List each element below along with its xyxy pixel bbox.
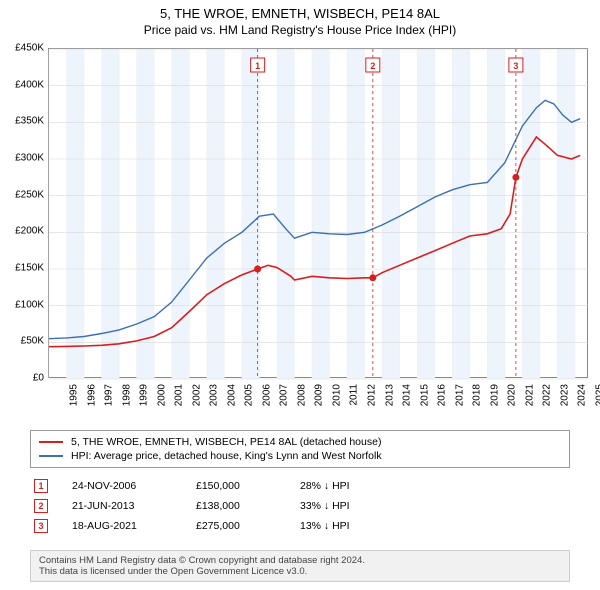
legend-item: HPI: Average price, detached house, King… (39, 449, 561, 463)
event-price: £150,000 (196, 480, 276, 492)
x-axis-label: 2016 (436, 384, 447, 406)
x-axis-label: 2010 (331, 384, 342, 406)
svg-text:3: 3 (513, 61, 518, 71)
x-axis-label: 2006 (261, 384, 272, 406)
x-axis-label: 2007 (279, 384, 290, 406)
x-axis-label: 2009 (314, 384, 325, 406)
x-axis-label: 2011 (348, 384, 359, 406)
event-price: £275,000 (196, 520, 276, 532)
y-axis-label: £300K (2, 153, 44, 164)
y-axis-label: £350K (2, 116, 44, 127)
chart-title: 5, THE WROE, EMNETH, WISBECH, PE14 8AL (0, 0, 600, 21)
x-axis-label: 2022 (542, 384, 553, 406)
x-axis-label: 2017 (454, 384, 465, 406)
svg-text:1: 1 (255, 61, 260, 71)
event-row: 1 24-NOV-2006 £150,000 28% ↓ HPI (30, 476, 570, 496)
event-row: 2 21-JUN-2013 £138,000 33% ↓ HPI (30, 496, 570, 516)
x-axis-label: 1999 (138, 384, 149, 406)
event-hpi: 33% ↓ HPI (300, 500, 350, 512)
y-axis-label: £450K (2, 43, 44, 54)
svg-text:2: 2 (370, 61, 375, 71)
x-axis-label: 2001 (173, 384, 184, 406)
x-axis-label: 2018 (471, 384, 482, 406)
x-axis-label: 2023 (559, 384, 570, 406)
y-axis-label: £100K (2, 299, 44, 310)
legend-label: HPI: Average price, detached house, King… (71, 450, 382, 462)
y-axis-label: £0 (2, 373, 44, 384)
y-axis-label: £50K (2, 336, 44, 347)
event-price: £138,000 (196, 500, 276, 512)
legend-item: 5, THE WROE, EMNETH, WISBECH, PE14 8AL (… (39, 435, 561, 449)
event-marker-icon: 3 (34, 519, 48, 533)
x-axis-label: 1996 (86, 384, 97, 406)
x-axis-label: 2008 (296, 384, 307, 406)
x-axis-label: 2014 (401, 384, 412, 406)
x-axis-label: 2021 (524, 384, 535, 406)
x-axis-label: 2005 (244, 384, 255, 406)
x-axis-label: 2019 (489, 384, 500, 406)
legend-label: 5, THE WROE, EMNETH, WISBECH, PE14 8AL (… (71, 436, 381, 448)
legend-swatch (39, 441, 63, 443)
x-axis-label: 2025 (594, 384, 600, 406)
event-marker-icon: 1 (34, 479, 48, 493)
event-date: 21-JUN-2013 (72, 500, 172, 512)
x-axis-label: 2004 (226, 384, 237, 406)
chart-container: 5, THE WROE, EMNETH, WISBECH, PE14 8AL P… (0, 0, 600, 590)
event-date: 18-AUG-2021 (72, 520, 172, 532)
x-axis-label: 2024 (577, 384, 588, 406)
footer-line: This data is licensed under the Open Gov… (39, 566, 561, 577)
event-hpi: 28% ↓ HPI (300, 480, 350, 492)
x-axis-label: 2013 (384, 384, 395, 406)
event-row: 3 18-AUG-2021 £275,000 13% ↓ HPI (30, 516, 570, 536)
footer-note: Contains HM Land Registry data © Crown c… (30, 550, 570, 582)
plot-area: 1 2 3 (48, 48, 588, 378)
x-axis-label: 1998 (121, 384, 132, 406)
event-marker-icon: 2 (34, 499, 48, 513)
x-axis-label: 1997 (103, 384, 114, 406)
legend: 5, THE WROE, EMNETH, WISBECH, PE14 8AL (… (30, 430, 570, 468)
footer-line: Contains HM Land Registry data © Crown c… (39, 555, 561, 566)
y-axis-label: £150K (2, 263, 44, 274)
y-axis-label: £250K (2, 189, 44, 200)
y-axis-label: £400K (2, 79, 44, 90)
event-hpi: 13% ↓ HPI (300, 520, 350, 532)
x-axis-label: 2000 (156, 384, 167, 406)
x-axis-label: 2015 (419, 384, 430, 406)
chart-subtitle: Price paid vs. HM Land Registry's House … (0, 21, 600, 41)
event-date: 24-NOV-2006 (72, 480, 172, 492)
x-axis-label: 2002 (191, 384, 202, 406)
x-axis-label: 2012 (366, 384, 377, 406)
y-axis-label: £200K (2, 226, 44, 237)
chart-area: 123 £0£50K£100K£150K£200K£250K£300K£350K… (48, 48, 588, 378)
x-axis-label: 2003 (209, 384, 220, 406)
legend-swatch (39, 455, 63, 457)
events-table: 1 24-NOV-2006 £150,000 28% ↓ HPI 2 21-JU… (30, 476, 570, 536)
x-axis-label: 2020 (507, 384, 518, 406)
x-axis-label: 1995 (68, 384, 79, 406)
